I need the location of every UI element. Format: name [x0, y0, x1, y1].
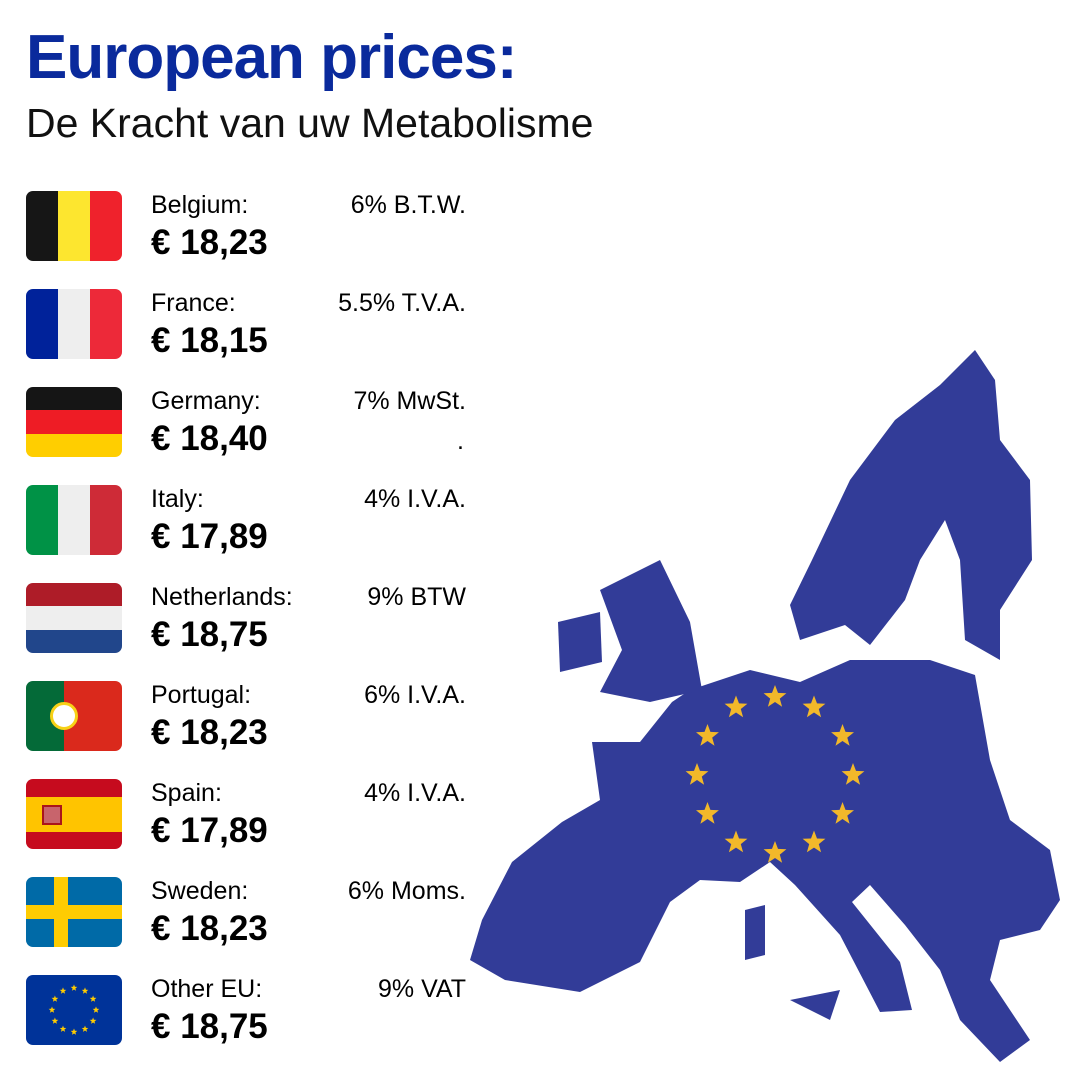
flag-italy-icon: [26, 485, 122, 555]
page-subtitle: De Kracht van uw Metabolisme: [26, 100, 594, 146]
star-icon: [724, 695, 748, 718]
star-icon: [48, 1006, 56, 1013]
flag-spain-icon: [26, 779, 122, 849]
country-name: Belgium:: [151, 191, 249, 219]
country-row-germany: Germany: € 18,40 7% MwSt. .: [26, 387, 476, 459]
star-icon: [696, 802, 719, 824]
star-icon: [70, 1028, 78, 1035]
country-price: € 18,75: [151, 1007, 268, 1046]
country-row-italy: Italy: € 17,89 4% I.V.A.: [26, 485, 476, 557]
country-name: Sweden:: [151, 877, 249, 905]
map-ireland: [558, 612, 602, 672]
country-price: € 18,23: [151, 223, 268, 262]
flag-sweden-icon: [26, 877, 122, 947]
country-vat: 4% I.V.A.: [364, 485, 466, 513]
country-price: € 18,40: [151, 419, 268, 458]
star-icon: [802, 830, 826, 853]
country-vat: 9% BTW: [367, 583, 466, 611]
star-icon: [685, 763, 709, 785]
star-icon: [89, 1017, 97, 1024]
star-icon: [51, 995, 59, 1002]
page-title: European prices:: [26, 23, 517, 92]
country-row-belgium: Belgium: € 18,23 6% B.T.W.: [26, 191, 476, 263]
map-sardinia: [745, 905, 765, 960]
star-icon: [81, 1025, 89, 1032]
country-row-france: France: € 18,15 5.5% T.V.A.: [26, 289, 476, 361]
country-price: € 18,23: [151, 909, 268, 948]
map-continent: [470, 660, 1060, 1062]
country-vat: 4% I.V.A.: [364, 779, 466, 807]
country-name: Other EU:: [151, 975, 263, 1003]
country-vat: 6% I.V.A.: [364, 681, 466, 709]
star-icon: [763, 841, 787, 863]
country-price: € 17,89: [151, 811, 268, 850]
star-icon: [696, 724, 719, 746]
star-icon: [51, 1017, 59, 1024]
star-icon: [802, 695, 826, 718]
star-icon: [831, 802, 854, 824]
country-row-sweden: Sweden: € 18,23 6% Moms.: [26, 877, 476, 949]
country-row-portugal: Portugal: € 18,23 6% I.V.A.: [26, 681, 476, 753]
flag-belgium-icon: [26, 191, 122, 261]
country-row-spain: Spain: € 17,89 4% I.V.A.: [26, 779, 476, 851]
map-sicily: [790, 990, 840, 1020]
star-icon: [81, 987, 89, 994]
stray-dot: .: [457, 427, 464, 455]
country-name: Italy:: [151, 485, 204, 513]
country-price: € 17,89: [151, 517, 268, 556]
country-name: Netherlands:: [151, 583, 293, 611]
star-icon: [841, 763, 865, 785]
flag-eu-icon: [26, 975, 122, 1045]
flag-france-icon: [26, 289, 122, 359]
star-icon: [724, 830, 748, 853]
map-britain: [600, 560, 702, 702]
country-vat: 6% B.T.W.: [350, 191, 466, 219]
country-name: Germany:: [151, 387, 261, 415]
country-vat: 5.5% T.V.A.: [338, 289, 466, 317]
country-name: France:: [151, 289, 236, 317]
star-icon: [831, 724, 854, 746]
country-row-eu: Other EU: € 18,75 9% VAT: [26, 975, 476, 1047]
star-icon: [92, 1006, 100, 1013]
star-icon: [763, 685, 787, 707]
country-price: € 18,75: [151, 615, 268, 654]
country-name: Spain:: [151, 779, 222, 807]
star-icon: [59, 987, 67, 994]
country-price: € 18,15: [151, 321, 268, 360]
country-vat: 7% MwSt.: [353, 387, 466, 415]
country-name: Portugal:: [151, 681, 252, 709]
country-price: € 18,23: [151, 713, 268, 752]
country-vat: 6% Moms.: [347, 877, 466, 905]
flag-germany-icon: [26, 387, 122, 457]
flag-portugal-icon: [26, 681, 122, 751]
star-icon: [70, 984, 78, 991]
country-row-netherlands: Netherlands: € 18,75 9% BTW: [26, 583, 476, 655]
star-icon: [89, 995, 97, 1002]
country-vat: 9% VAT: [378, 975, 466, 1003]
flag-netherlands-icon: [26, 583, 122, 653]
star-icon: [59, 1025, 67, 1032]
map-scandinavia: [790, 350, 1032, 660]
